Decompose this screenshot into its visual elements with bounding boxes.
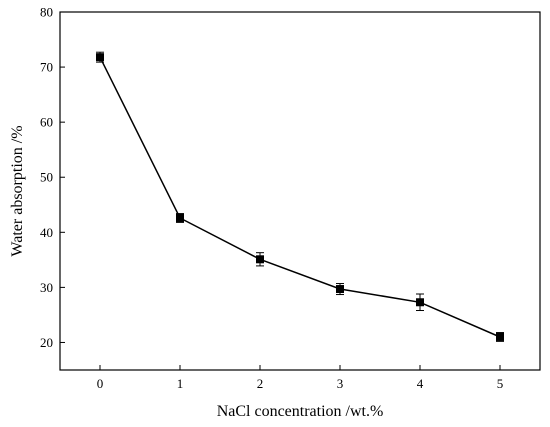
- plot-frame: [59, 11, 541, 371]
- y-tick-label: 40: [40, 225, 53, 240]
- data-point: [96, 53, 104, 62]
- data-point: [336, 285, 344, 294]
- data-point: [416, 298, 424, 307]
- y-tick-label: 60: [40, 115, 53, 130]
- y-axis-ticks: 20 30 40 50 60 70 80: [40, 5, 65, 350]
- x-tick-label: 5: [497, 376, 504, 391]
- series-group: [96, 51, 504, 342]
- y-tick-label: 30: [40, 280, 53, 295]
- y-tick-label: 50: [40, 170, 53, 185]
- y-tick-label: 80: [40, 5, 53, 20]
- x-tick-label: 3: [337, 376, 344, 391]
- x-axis-ticks: 0 1 2 3 4 5: [97, 365, 504, 391]
- data-point: [496, 332, 504, 341]
- y-axis-label: Water absorption /%: [9, 125, 26, 256]
- x-tick-label: 0: [97, 376, 104, 391]
- y-tick-label: 20: [40, 335, 53, 350]
- x-axis-label: NaCl concentration /wt.%: [217, 403, 384, 420]
- x-tick-label: 4: [417, 376, 424, 391]
- x-tick-label: 1: [177, 376, 184, 391]
- series-line: [99, 56, 501, 338]
- y-tick-label: 70: [40, 60, 53, 75]
- data-point: [256, 255, 264, 264]
- x-tick-label: 2: [257, 376, 264, 391]
- data-point: [176, 213, 184, 222]
